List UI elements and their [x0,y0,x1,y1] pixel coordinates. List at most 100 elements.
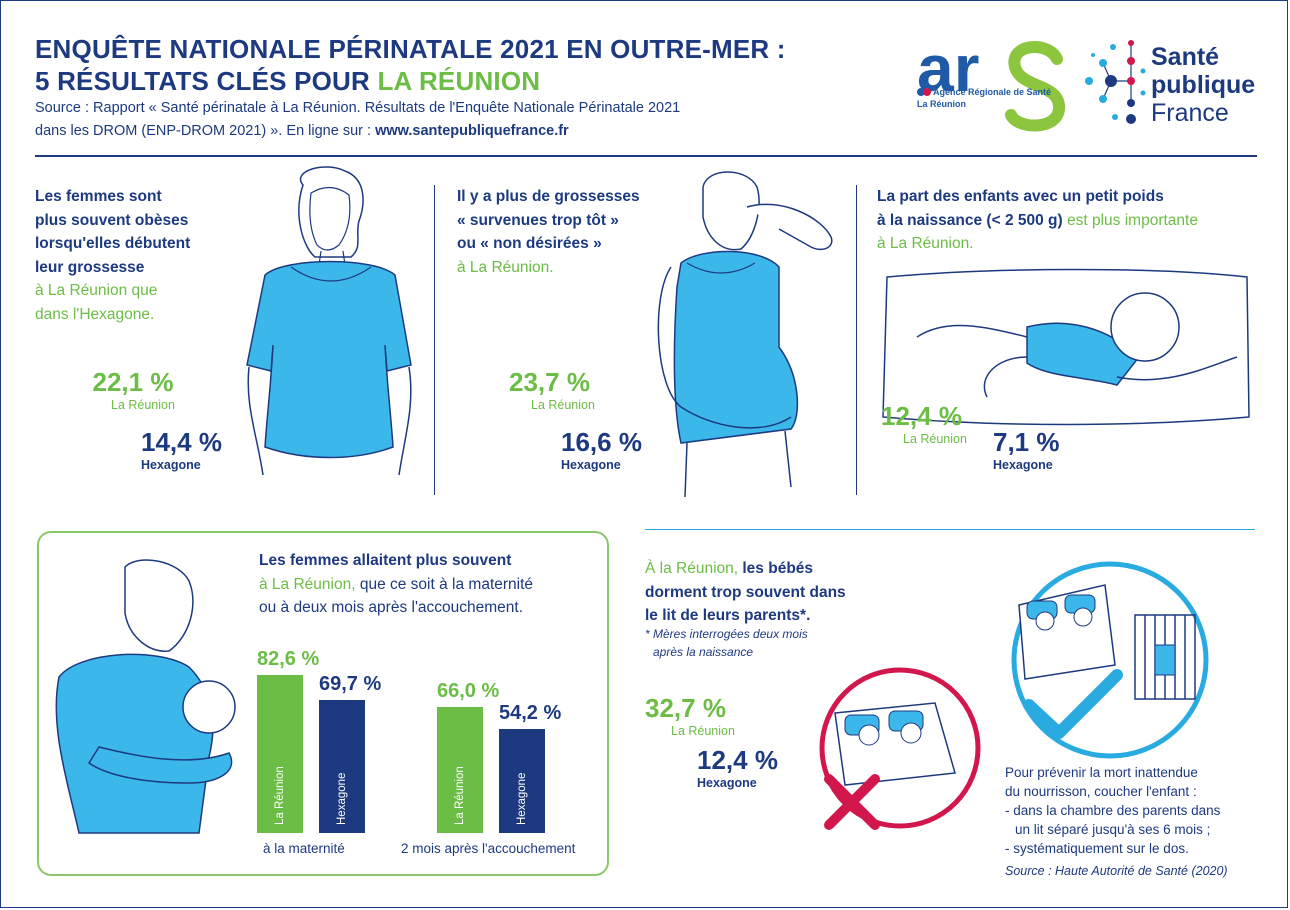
bar-reunion-2: La Réunion [437,706,483,833]
bar-hexagone-2: Hexagone [499,729,545,833]
card1-pct-reunion: 22,1 % [92,367,174,397]
card1-stat-hexagone: 14,4 % Hexagone [141,427,222,472]
card2-lbl-reunion: La Réunion [531,398,595,412]
separate-crib-right-illustration [1011,561,1209,759]
card2-line: à La Réunion. [457,258,554,276]
card5-divider [645,529,1255,530]
title-line-2-prefix: 5 RÉSULTATS CLÉS POUR [35,66,378,96]
card3-text: La part des enfants avec un petit poids … [877,185,1257,256]
advice-line: Pour prévenir la mort inattendue [1005,765,1198,780]
card1-line: plus souvent obèses [35,211,189,229]
spf-logo: Santé publique France [1077,33,1267,133]
source-line-2: dans les DROM (ENP-DROM 2021) ». En lign… [35,120,680,143]
card5-line-green: À la Réunion, [645,560,743,577]
woman-illustration [246,166,412,476]
card4-line-normal: que ce soit à la maternité [355,575,534,593]
card2-stat-hexagone: 16,6 % Hexagone [561,427,642,472]
source-line-2-prefix: dans les DROM (ENP-DROM 2021) ». En lign… [35,123,376,139]
divider-2 [856,185,857,495]
page-title: ENQUÊTE NATIONALE PÉRINATALE 2021 EN OUT… [35,33,786,97]
advice-source: Source : Haute Autorité de Santé (2020) [1005,864,1228,878]
card2-line: ou « non désirées » [457,235,602,252]
card3-stat-reunion: 12,4 % La Réunion [881,401,967,446]
card4-line: ou à deux mois après l'accouchement. [259,599,524,616]
ars-sub1: Agence Régionale de Santé [933,87,1052,97]
card1-line: dans l'Hexagone. [35,305,155,323]
card4-line: à La Réunion, que ce soit à la maternité [259,573,599,597]
ars-flag-dot [917,88,925,96]
title-highlight: LA RÉUNION [377,66,541,96]
advice-text: Pour prévenir la mort inattendue du nour… [1005,763,1228,881]
card5-lbl-hexagone: Hexagone [697,776,757,790]
advice-line: - systématiquement sur le dos. [1005,841,1189,856]
group2-label: 2 mois après l'accouchement [401,841,576,856]
title-line-2: 5 RÉSULTATS CLÉS POUR LA RÉUNION [35,65,786,97]
cosleeping-wrong-illustration [819,667,981,830]
card2-lbl-hexagone: Hexagone [561,458,621,472]
card1-line: à La Réunion que [35,282,158,299]
spf-line-2: publique [1151,71,1256,99]
title-line-1: ENQUÊTE NATIONALE PÉRINATALE 2021 EN OUT… [35,34,786,64]
card3-stat-hexagone: 7,1 % Hexagone [993,427,1060,472]
check-icon [1023,669,1123,739]
spf-line-3: France [1151,99,1229,127]
card1-stat-reunion: 22,1 % La Réunion [91,367,175,412]
card2-text: Il y a plus de grossesses « survenues tr… [457,185,677,279]
source-text: Source : Rapport « Santé périnatale à La… [35,97,680,143]
breastfeeding-bar-chart: La Réunion 82,6 % Hexagone 69,7 % La Réunion… [257,648,597,833]
ars-logo-mark: ar [917,31,1065,132]
source-line-1: Source : Rapport « Santé périnatale à La… [35,100,681,116]
cross-icon [824,774,880,830]
bar-hexagone-1: Hexagone [319,699,365,833]
bar-series-label: La Réunion [274,766,286,825]
card2-line: « survenues trop tôt » [457,211,619,229]
card1-line: leur grossesse [35,258,145,276]
pregnant-woman-illustration [657,171,833,498]
divider-1 [434,185,435,495]
breastfeeding-illustration [55,559,236,834]
baby-illustration [882,268,1250,426]
bar-series-label: Hexagone [336,772,348,825]
card2-line: Il y a plus de grossesses [457,188,640,205]
bar-series-label: La Réunion [454,766,466,825]
card5-line-bold: les bébés [742,560,814,577]
card5-lbl-reunion: La Réunion [671,724,735,738]
card3-line: à La Réunion. [877,235,974,252]
card5-line: dorment trop souvent dans [645,583,846,601]
advice-line: un lit séparé jusqu'à ses 6 mois ; [1015,822,1211,837]
bar-value-label: 66,0 % [437,679,500,702]
card5-text: À la Réunion, les bébés dorment trop sou… [645,557,905,628]
card2-pct-hexagone: 16,6 % [561,427,642,457]
card1-line: Les femmes sont [35,188,162,205]
card1-text: Les femmes sont plus souvent obèses lors… [35,185,255,326]
card3-line-green: est plus importante [1062,211,1198,229]
card4-text: Les femmes allaitent plus souvent à La R… [259,549,599,620]
card3-lbl-hexagone: Hexagone [993,458,1053,472]
spf-logo-dots [1085,40,1146,124]
spf-line-1: Santé [1151,43,1220,71]
card1-line: lorsqu'elles débutent [35,235,191,252]
card3-pct-hexagone: 7,1 % [993,427,1060,457]
card3-lbl-reunion: La Réunion [903,432,967,446]
breastfeeding-box [37,531,609,876]
bar-series-label: Hexagone [516,772,528,825]
card5-note: * Mères interrogées deux mois après la n… [645,625,808,661]
card3-pct-reunion: 12,4 % [881,401,962,431]
bar-value-label: 82,6 % [257,648,320,670]
ars-sub2: La Réunion [917,99,966,109]
advice-line: - dans la chambre des parents dans [1005,803,1221,818]
header-divider [35,155,1257,157]
source-url: www.santepubliquefrance.fr [375,123,569,139]
bar-value-label: 69,7 % [319,672,382,695]
card5-note-line: * Mères interrogées deux mois [645,627,808,641]
card4-line-green: à La Réunion, [259,575,356,593]
card5-note-line: après la naissance [653,645,754,659]
card1-lbl-reunion: La Réunion [111,398,175,412]
card4-line: Les femmes allaitent plus souvent [259,552,512,569]
card5-pct-hexagone: 12,4 % [697,745,778,775]
bar-reunion-1: La Réunion [257,675,303,833]
card2-pct-reunion: 23,7 % [509,367,590,397]
card3-line-bold: à la naissance (< 2 500 g) [877,211,1063,229]
card5-line: À la Réunion, les bébés [645,557,905,581]
card3-line: à la naissance (< 2 500 g) est plus impo… [877,209,1257,233]
